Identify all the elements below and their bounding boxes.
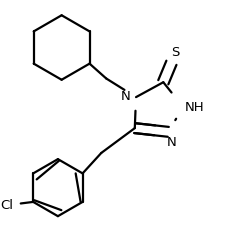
Text: S: S [172,45,180,58]
Text: N: N [167,136,177,148]
Text: Cl: Cl [0,198,13,211]
Text: N: N [121,89,131,102]
Text: NH: NH [185,100,205,113]
